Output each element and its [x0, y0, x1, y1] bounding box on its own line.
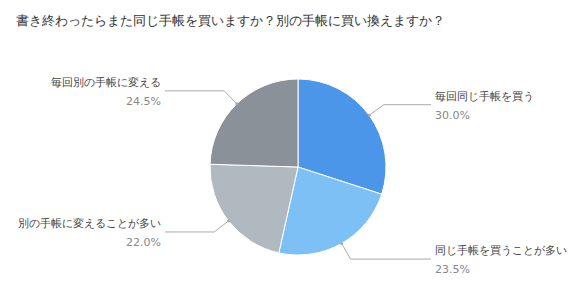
svg-text:30.0%: 30.0% [435, 109, 470, 122]
svg-text:別の手帳に変えることが多い: 別の手帳に変えることが多い [18, 217, 161, 230]
svg-text:22.0%: 22.0% [126, 236, 161, 249]
html-text:書き終わったらまた同じ手帳を買いますか？別の手帳に買い換えま: 書き終わったらまた同じ手帳を買いますか？別の手帳に買い換えますか？ [16, 13, 445, 28]
svg-text:毎回同じ手帳を買う: 毎回同じ手帳を買う [435, 90, 534, 103]
svg-text:同じ手帳を買うことが多い: 同じ手帳を買うことが多い [435, 244, 567, 257]
svg-text:23.5%: 23.5% [435, 263, 470, 276]
svg-text:24.5%: 24.5% [126, 95, 161, 108]
svg-text:毎回別の手帳に変える: 毎回別の手帳に変える [51, 76, 161, 89]
